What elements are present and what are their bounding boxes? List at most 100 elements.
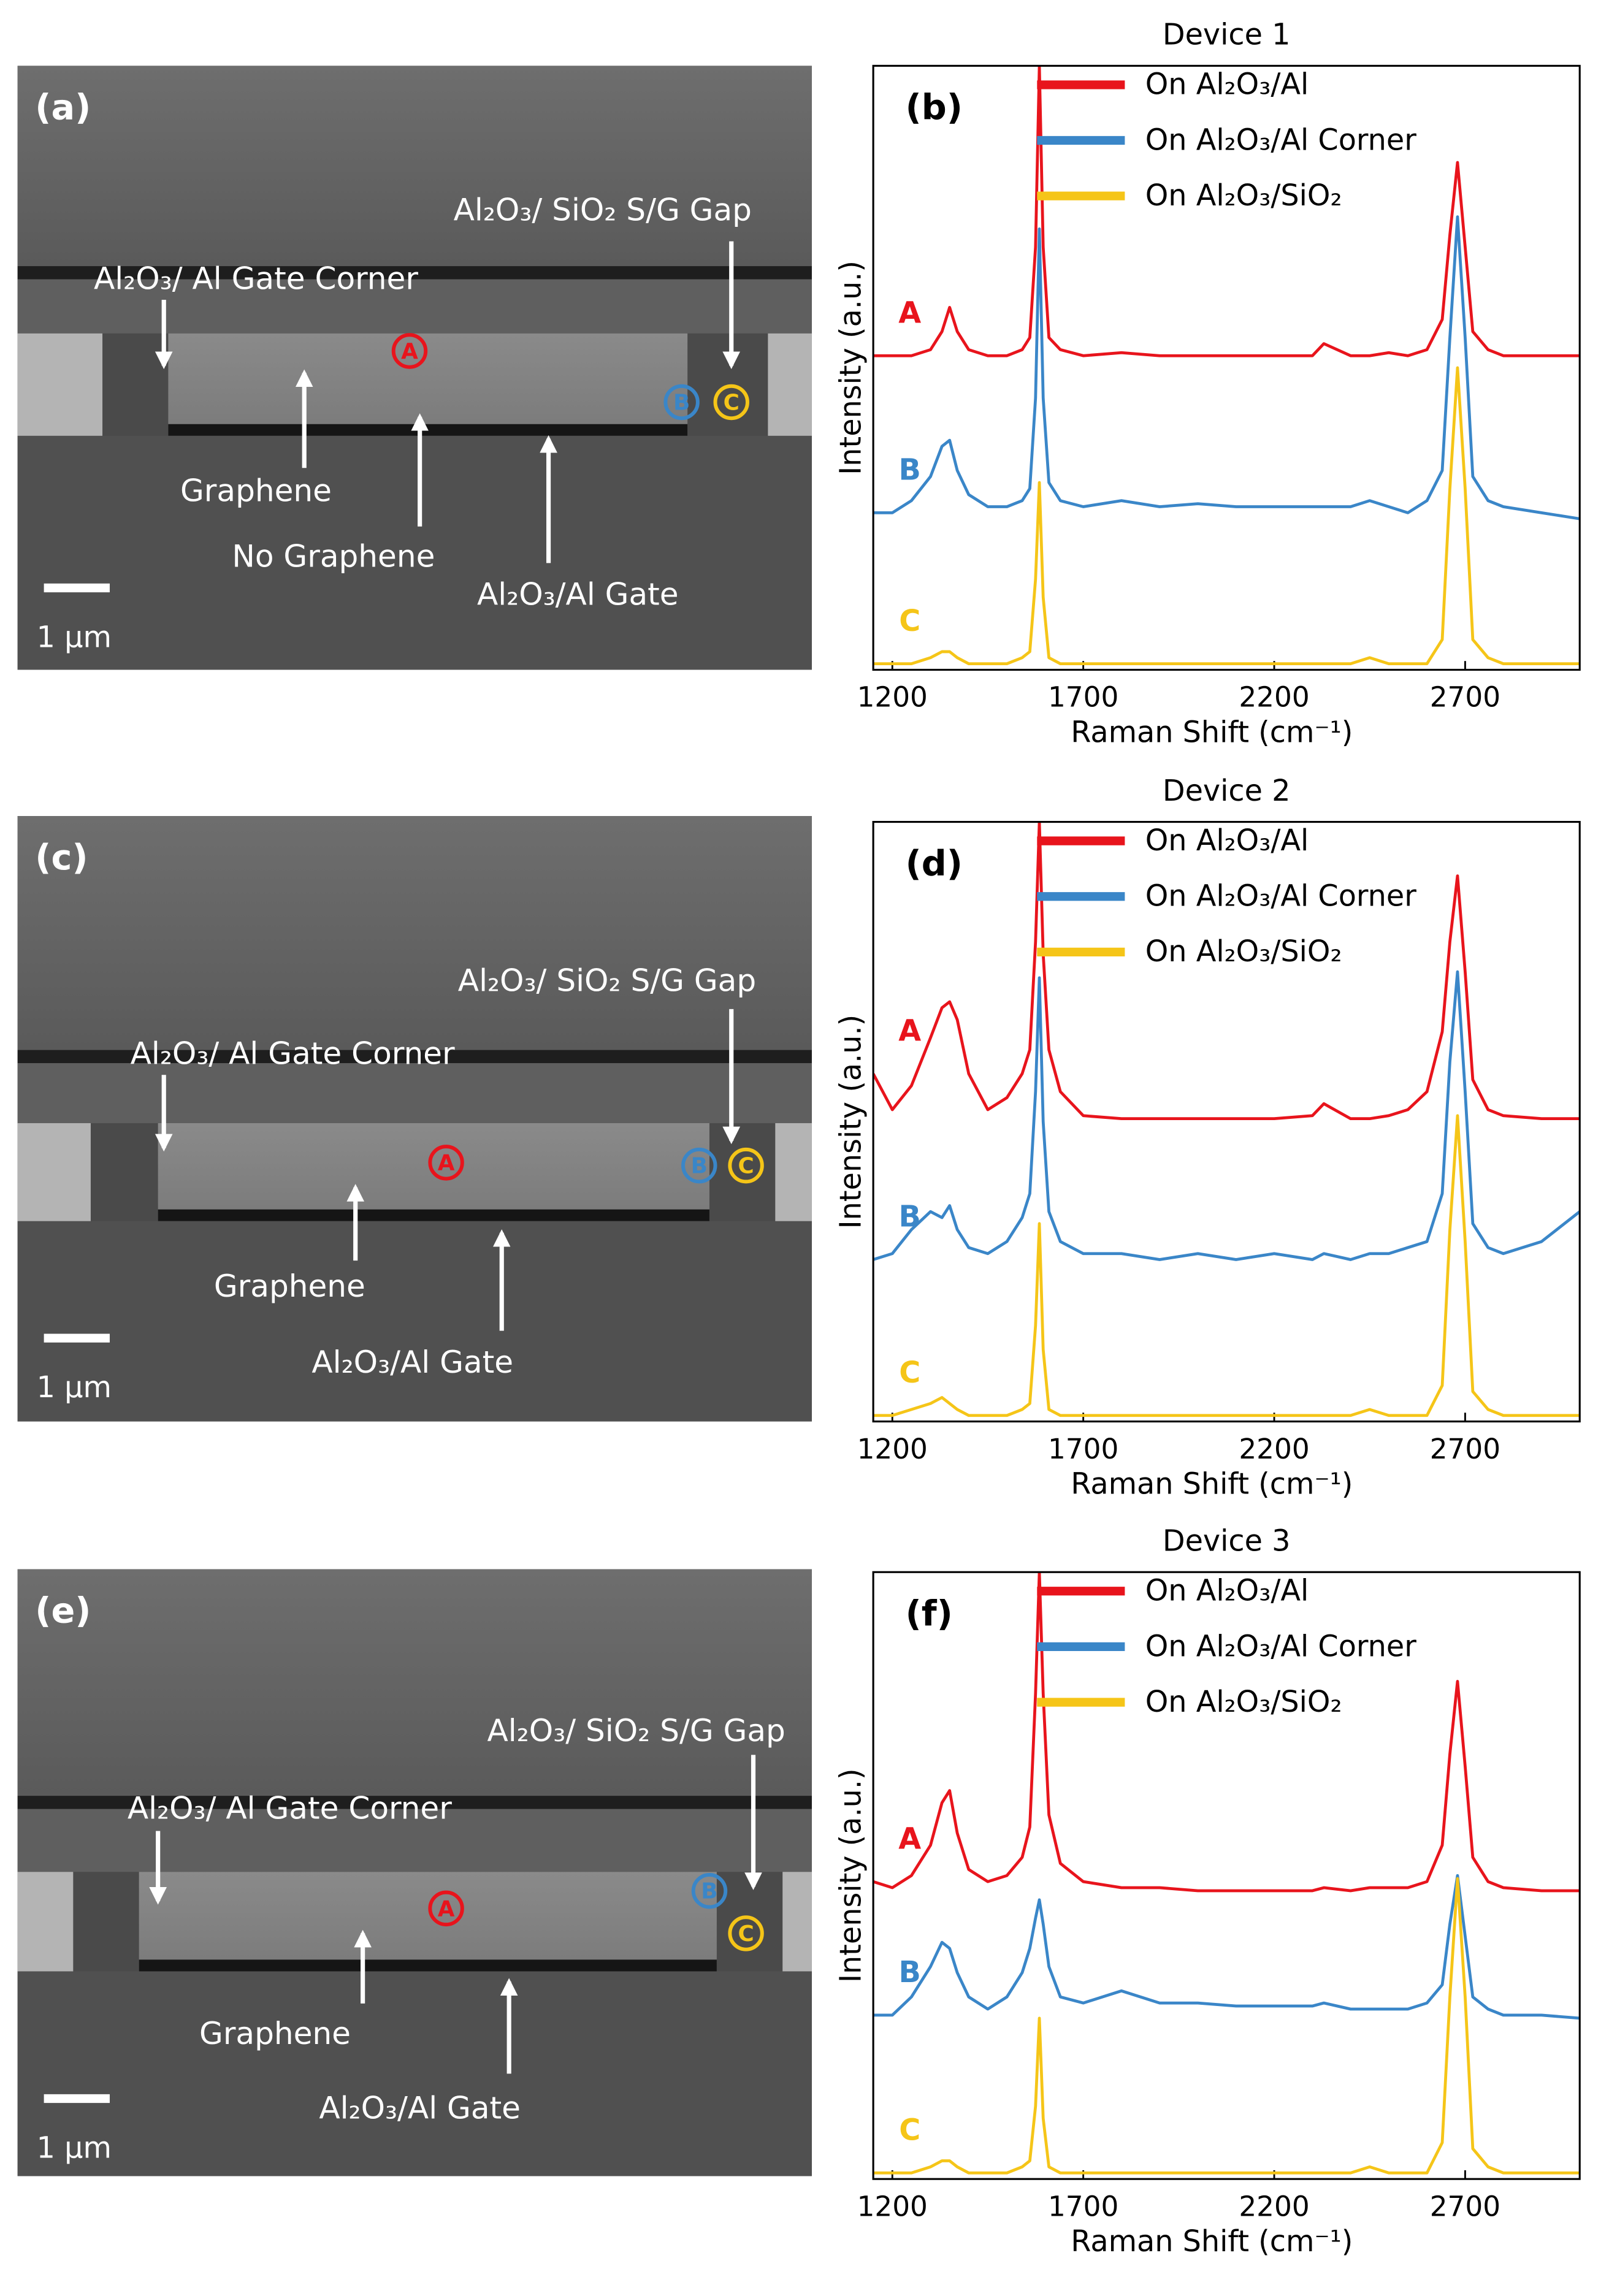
point-marker (428, 1145, 464, 1181)
sem-lower-surface (17, 1971, 812, 2176)
sem-image (17, 1569, 812, 2176)
sem-pad (17, 333, 103, 436)
plot-frame (872, 64, 1581, 671)
point-marker-label: B (701, 1879, 717, 1904)
point-marker-label: B (673, 390, 690, 415)
sem-upper-surface (17, 816, 812, 1050)
spectrum-line (873, 66, 1580, 357)
x-tick-label: 2200 (1239, 1433, 1309, 1465)
sem-image (17, 816, 812, 1422)
panel-label: (c) (35, 837, 88, 878)
spectrum-line (873, 1877, 1580, 2175)
x-axis-label: Raman Shift (cm⁻¹) (1071, 1468, 1353, 1501)
x-tick-label: 2700 (1430, 681, 1500, 714)
legend-label: On Al₂O₃/SiO₂ (1145, 179, 1342, 213)
sem-trench (17, 1050, 812, 1064)
y-axis-label: Intensity (a.u.) (835, 1015, 868, 1229)
x-tick-label: 1200 (857, 1433, 928, 1465)
chart-title: Device 2 (1163, 774, 1291, 808)
annotation: Al₂O₃/ Al Gate Corner (131, 1036, 455, 1072)
point-marker-label: A (438, 1896, 455, 1921)
x-tick-label: 2200 (1239, 2190, 1309, 2222)
sem-step (17, 1063, 812, 1123)
panel-label: (b) (906, 88, 963, 128)
spectrum-line (873, 1572, 1580, 1893)
series-label: C (899, 1356, 920, 1390)
series-label: A (898, 1015, 921, 1048)
point-marker-label: A (401, 339, 418, 364)
legend-label: On Al₂O₃/Al Corner (1145, 123, 1416, 157)
spectrum-line (873, 1114, 1580, 1417)
sem-trench (17, 1796, 812, 1809)
sem-gate (168, 333, 688, 436)
annotation: Graphene (214, 1268, 365, 1304)
plot-frame (872, 821, 1581, 1423)
y-axis-label: Intensity (a.u.) (835, 261, 868, 475)
sem-pad (17, 1872, 74, 1972)
x-tick-label: 1700 (1048, 681, 1118, 714)
series-label: A (898, 1822, 921, 1856)
spectrum-line (873, 366, 1580, 666)
scale-bar-label: 1 µm (37, 1371, 112, 1405)
annotation: Graphene (180, 473, 332, 508)
point-marker-label: C (738, 1921, 754, 1947)
point-marker (663, 384, 700, 421)
sem-gate-edge (139, 1959, 717, 1972)
sem-pad (775, 1123, 812, 1221)
point-marker-label: B (691, 1154, 708, 1179)
annotation: Al₂O₃/ SiO₂ S/G Gap (487, 1713, 785, 1749)
panel-label: (d) (906, 844, 963, 884)
series-label: B (899, 1200, 921, 1234)
x-tick-label: 1700 (1048, 1433, 1118, 1465)
x-tick-label: 2700 (1430, 1433, 1500, 1465)
sem-gate (139, 1872, 717, 1972)
x-axis-label: Raman Shift (cm⁻¹) (1071, 2225, 1353, 2259)
annotation: Graphene (199, 2016, 351, 2051)
spectrum-line (873, 1874, 1580, 2020)
legend-label: On Al₂O₃/Al Corner (1145, 1630, 1416, 1663)
sem-upper-surface (17, 1569, 812, 1796)
spectrum-line (873, 822, 1580, 1121)
chart-title: Device 1 (1163, 18, 1291, 52)
series-label: B (899, 454, 921, 487)
sem-step (17, 1809, 812, 1872)
legend-label: On Al₂O₃/SiO₂ (1145, 1685, 1342, 1719)
annotation: Al₂O₃/ SiO₂ S/G Gap (454, 192, 752, 227)
panel-label: (f) (906, 1593, 953, 1634)
sem-pad (782, 1872, 812, 1972)
annotation: Al₂O₃/ Al Gate Corner (94, 261, 418, 296)
point-marker-label: C (724, 390, 740, 415)
sem-upper-surface (17, 66, 812, 267)
point-marker-label: C (738, 1154, 754, 1179)
legend-label: On Al₂O₃/SiO₂ (1145, 935, 1342, 969)
panel-label: (e) (35, 1591, 91, 1631)
point-marker (728, 1915, 764, 1951)
sem-gate-edge (158, 1209, 709, 1221)
scale-bar-label: 1 µm (37, 620, 112, 654)
legend-label: On Al₂O₃/Al Corner (1145, 880, 1416, 913)
legend-label: On Al₂O₃/Al (1145, 1574, 1309, 1608)
x-tick-label: 1700 (1048, 2190, 1118, 2222)
legend-label: On Al₂O₃/Al (1145, 824, 1309, 858)
y-axis-label: Intensity (a.u.) (835, 1768, 868, 1983)
sem-lower-surface (17, 1221, 812, 1422)
x-tick-label: 2200 (1239, 681, 1309, 714)
x-tick-label: 1200 (857, 681, 928, 714)
annotation: Al₂O₃/ Al Gate Corner (128, 1791, 452, 1826)
sem-trench (17, 266, 812, 280)
legend-label: On Al₂O₃/Al (1145, 68, 1309, 102)
series-label: C (899, 2113, 920, 2147)
x-axis-label: Raman Shift (cm⁻¹) (1071, 715, 1353, 749)
annotation: Al₂O₃/ SiO₂ S/G Gap (458, 963, 756, 998)
annotation: No Graphene (232, 539, 435, 574)
point-marker (428, 1890, 464, 1927)
point-marker (713, 384, 749, 421)
sem-gate-edge (168, 424, 688, 436)
series-label: C (899, 605, 920, 638)
x-tick-label: 1200 (857, 2190, 928, 2222)
plot-frame (872, 1571, 1581, 2180)
point-marker (691, 1873, 728, 1909)
spectrum-line (873, 970, 1580, 1261)
sem-lower-surface (17, 435, 812, 670)
